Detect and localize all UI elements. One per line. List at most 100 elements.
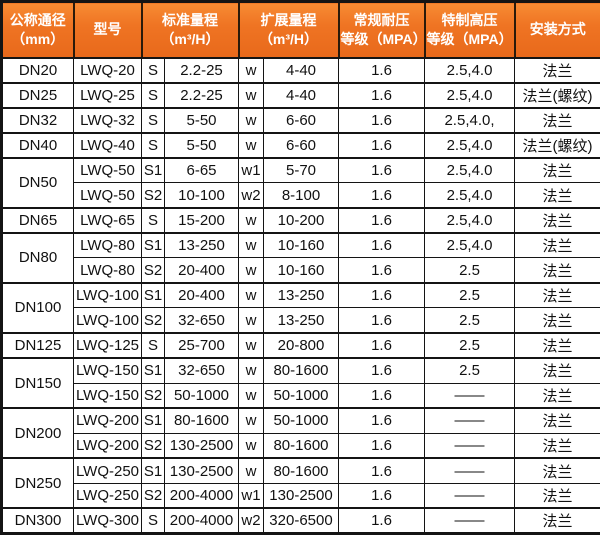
cell-ext-code: w xyxy=(238,281,264,309)
cell-high-pressure: 2.5,4.0 xyxy=(424,156,515,184)
cell-std-code: S1 xyxy=(141,231,165,259)
cell-ext-code: w2 xyxy=(238,507,264,535)
cell-std-range: 2.2-25 xyxy=(164,56,239,84)
cell-ext-range: 13-250 xyxy=(263,307,339,334)
cell-ext-range: 4-40 xyxy=(263,81,339,109)
cell-high-pressure: 2.5,4.0 xyxy=(424,56,515,84)
cell-installation: 法兰 xyxy=(514,432,600,459)
cell-ext-code: w xyxy=(238,382,264,409)
table-row: DN25 LWQ-25 S 2.2-25 w 4-40 1.6 2.5,4.0 … xyxy=(1,81,600,109)
cell-installation: 法兰 xyxy=(514,307,600,334)
cell-ext-range: 320-6500 xyxy=(263,507,339,535)
cell-high-pressure: 2.5,4.0 xyxy=(424,81,515,109)
cell-normal-pressure: 1.6 xyxy=(338,482,425,509)
cell-std-range: 130-2500 xyxy=(164,457,239,484)
cell-installation: 法兰 xyxy=(514,182,600,209)
cell-model: LWQ-250 xyxy=(73,482,142,509)
cell-normal-pressure: 1.6 xyxy=(338,457,425,484)
cell-std-code: S2 xyxy=(141,182,165,209)
cell-normal-pressure: 1.6 xyxy=(338,131,425,159)
cell-high-pressure: —— xyxy=(424,482,515,509)
table-row: DN50 LWQ-50 S1 6-65 w1 5-70 1.6 2.5,4.0 … xyxy=(1,156,600,209)
table-row: DN40 LWQ-40 S 5-50 w 6-60 1.6 2.5,4.0 法兰… xyxy=(1,131,600,159)
cell-ext-code: w xyxy=(238,307,264,334)
cell-ext-code: w xyxy=(238,357,264,384)
cell-installation: 法兰 xyxy=(514,482,600,509)
cell-std-range: 10-100 xyxy=(164,182,239,209)
cell-model: LWQ-150 xyxy=(73,382,142,409)
cell-std-range: 5-50 xyxy=(164,106,239,134)
cell-installation: 法兰 xyxy=(514,332,600,359)
cell-ext-range: 80-1600 xyxy=(263,357,339,384)
cell-installation: 法兰(螺纹) xyxy=(514,131,600,159)
cell-model: LWQ-125 xyxy=(73,332,142,359)
cell-std-code: S1 xyxy=(141,281,165,309)
cell-std-range: 200-4000 xyxy=(164,482,239,509)
cell-nominal-diameter: DN32 xyxy=(1,106,74,134)
col-header-extended-range: 扩展量程 （m³/H） xyxy=(237,0,340,59)
cell-nominal-diameter: DN80 xyxy=(1,231,74,284)
cell-high-pressure: —— xyxy=(424,457,515,484)
cell-model: LWQ-65 xyxy=(73,206,142,234)
col-header-high-pressure: 特制高压 等级（MPA） xyxy=(423,0,516,59)
cell-installation: 法兰 xyxy=(514,382,600,409)
col-header-normal-pressure: 常规耐压 等级（MPA） xyxy=(337,0,427,59)
cell-std-range: 80-1600 xyxy=(164,407,239,434)
cell-std-range: 200-4000 xyxy=(164,507,239,535)
cell-std-code: S2 xyxy=(141,382,165,409)
cell-std-code: S xyxy=(141,507,165,535)
cell-std-code: S xyxy=(141,56,165,84)
cell-ext-range: 6-60 xyxy=(263,131,339,159)
cell-ext-code: w xyxy=(238,206,264,234)
cell-model: LWQ-32 xyxy=(73,106,142,134)
cell-normal-pressure: 1.6 xyxy=(338,407,425,434)
cell-model: LWQ-100 xyxy=(73,307,142,334)
cell-normal-pressure: 1.6 xyxy=(338,231,425,259)
cell-std-code: S2 xyxy=(141,257,165,284)
cell-ext-code: w xyxy=(238,231,264,259)
cell-normal-pressure: 1.6 xyxy=(338,357,425,384)
col-header-installation: 安装方式 xyxy=(513,0,600,59)
cell-normal-pressure: 1.6 xyxy=(338,106,425,134)
table-row: LWQ-150 S2 50-1000 w 50-1000 1.6 —— 法兰 xyxy=(2,382,600,409)
table-row: DN150 LWQ-150 S1 32-650 w 80-1600 1.6 2.… xyxy=(1,357,600,409)
cell-normal-pressure: 1.6 xyxy=(338,182,425,209)
cell-std-range: 15-200 xyxy=(164,206,239,234)
table-row: DN32 LWQ-32 S 5-50 w 6-60 1.6 2.5,4.0, 法… xyxy=(1,106,600,134)
table-row: LWQ-100 S2 32-650 w 13-250 1.6 2.5 法兰 xyxy=(2,307,600,334)
cell-installation: 法兰 xyxy=(514,281,600,309)
cell-installation: 法兰 xyxy=(514,257,600,284)
cell-normal-pressure: 1.6 xyxy=(338,382,425,409)
cell-ext-range: 80-1600 xyxy=(263,432,339,459)
cell-high-pressure: 2.5,4.0, xyxy=(424,106,515,134)
cell-std-code: S1 xyxy=(141,407,165,434)
cell-ext-range: 8-100 xyxy=(263,182,339,209)
cell-model: LWQ-50 xyxy=(73,156,142,184)
cell-std-range: 20-400 xyxy=(164,257,239,284)
cell-ext-range: 20-800 xyxy=(263,332,339,359)
cell-std-range: 20-400 xyxy=(164,281,239,309)
cell-normal-pressure: 1.6 xyxy=(338,206,425,234)
cell-ext-code: w xyxy=(238,457,264,484)
cell-std-range: 6-65 xyxy=(164,156,239,184)
cell-installation: 法兰 xyxy=(514,206,600,234)
cell-ext-code: w xyxy=(238,56,264,84)
cell-normal-pressure: 1.6 xyxy=(338,507,425,535)
cell-std-code: S1 xyxy=(141,457,165,484)
cell-ext-range: 6-60 xyxy=(263,106,339,134)
table-row: LWQ-50 S2 10-100 w2 8-100 1.6 2.5,4.0 法兰 xyxy=(2,182,600,209)
col-header-nominal-diameter: 公称通径 （mm） xyxy=(0,0,75,59)
cell-model: LWQ-200 xyxy=(73,432,142,459)
cell-high-pressure: 2.5,4.0 xyxy=(424,131,515,159)
cell-high-pressure: —— xyxy=(424,507,515,535)
cell-std-code: S1 xyxy=(141,357,165,384)
cell-installation: 法兰 xyxy=(514,357,600,384)
cell-installation: 法兰 xyxy=(514,106,600,134)
header-row: 公称通径 （mm） 型号 标准量程 （m³/H） 扩展量程 （m³/H） 常规耐… xyxy=(0,0,600,59)
cell-nominal-diameter: DN100 xyxy=(1,281,74,334)
cell-high-pressure: 2.5 xyxy=(424,257,515,284)
cell-nominal-diameter: DN150 xyxy=(1,357,74,409)
cell-ext-code: w xyxy=(238,106,264,134)
cell-ext-code: w2 xyxy=(238,182,264,209)
cell-ext-code: w1 xyxy=(238,156,264,184)
